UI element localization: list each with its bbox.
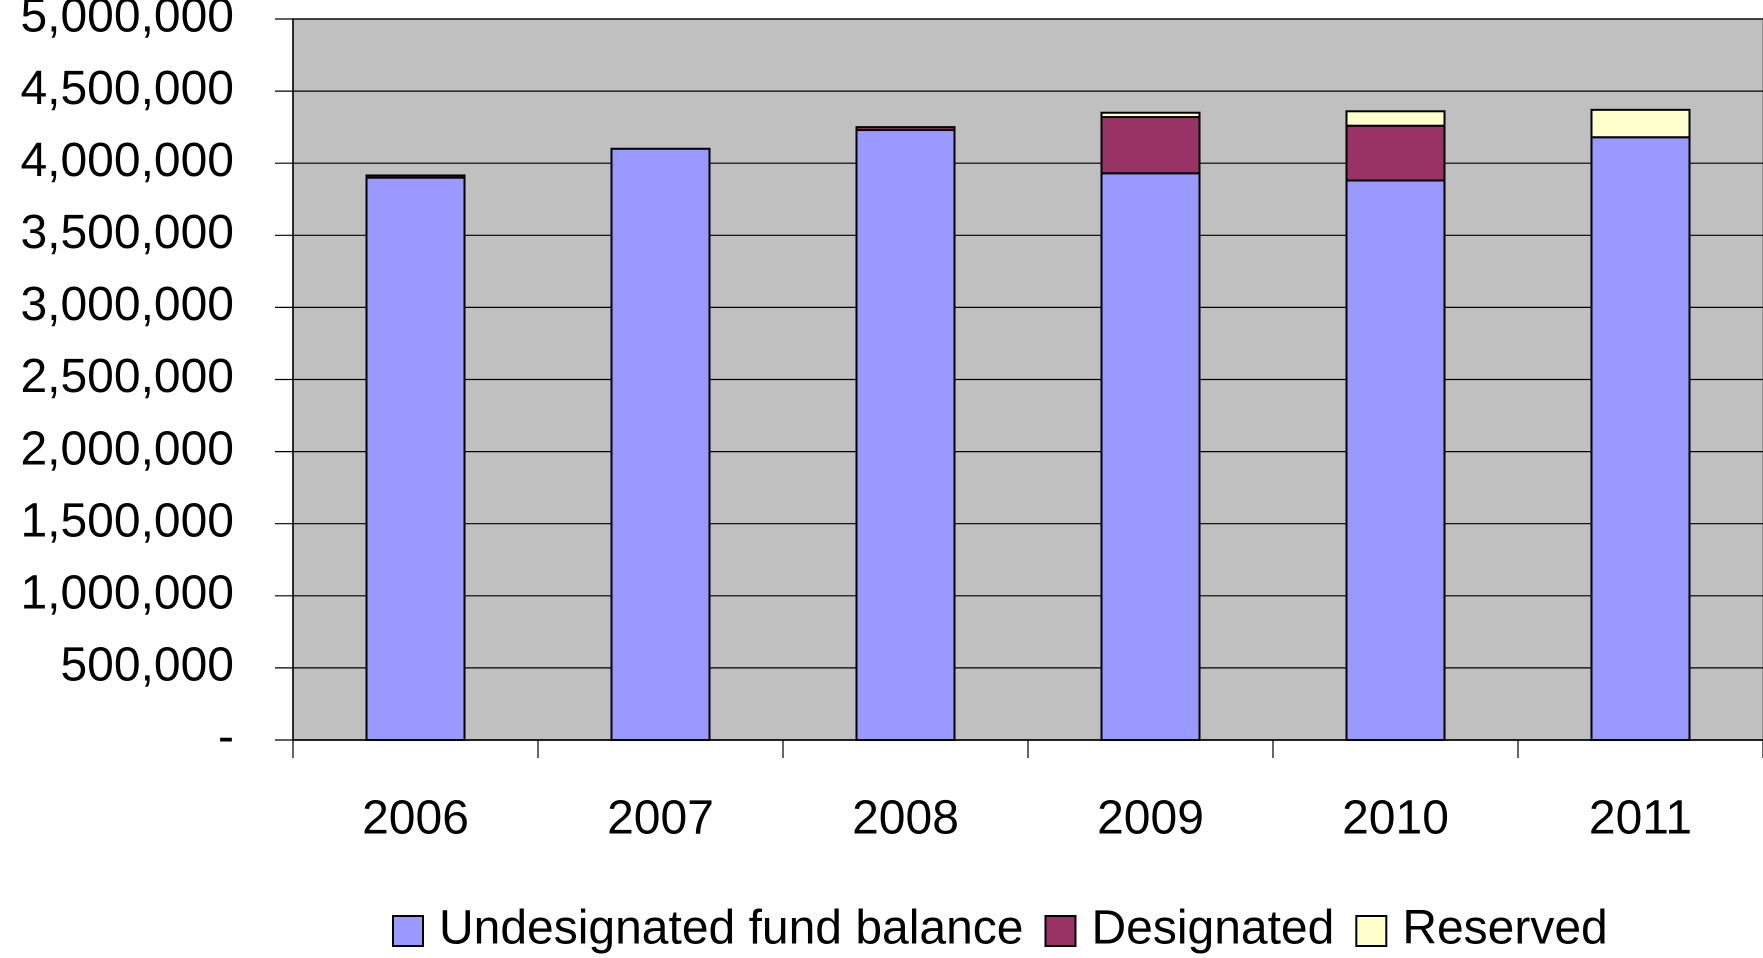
bar-segment [1100,111,1201,119]
bar-segment [1100,172,1201,741]
y-tick-label: 2,000,000 [20,422,234,475]
x-tick-label: 2010 [1342,792,1449,845]
bar-segment [610,147,711,741]
bar-segment [1590,136,1691,741]
bar-segment [1345,179,1446,741]
x-tick-label: 2011 [1589,792,1692,845]
bar-segment [855,129,956,741]
y-tick-label: 4,000,000 [20,134,234,187]
bar-segment [365,174,466,179]
y-tick-label: 500,000 [60,639,234,692]
y-tick-label: - [218,711,234,764]
legend-swatch [392,915,424,947]
legend-label: Designated [1091,902,1334,955]
bar-segment [1345,110,1446,127]
legend-swatch [1355,915,1388,947]
x-tick-label: 2007 [607,792,714,845]
y-tick-label: 3,500,000 [20,206,234,259]
y-tick-label: 1,500,000 [20,494,234,547]
legend-label: Undesignated fund balance [439,902,1023,955]
x-tick-label: 2009 [1097,792,1204,845]
y-tick-label: 3,000,000 [20,278,234,331]
y-tick-label: 5,000,000 [20,0,234,43]
bar-segment [1590,108,1691,139]
legend-swatch [1044,915,1077,947]
bar-segment [1345,124,1446,182]
legend-label: Reserved [1402,902,1607,955]
y-tick-label: 4,500,000 [20,62,234,115]
bar-segment [1100,116,1201,175]
y-tick-label: 1,000,000 [20,566,234,619]
bar-segment [365,176,466,741]
x-tick-label: 2006 [362,792,469,845]
y-tick-label: 2,500,000 [20,350,234,403]
bar-segment [855,126,956,132]
x-tick-label: 2008 [852,792,959,845]
